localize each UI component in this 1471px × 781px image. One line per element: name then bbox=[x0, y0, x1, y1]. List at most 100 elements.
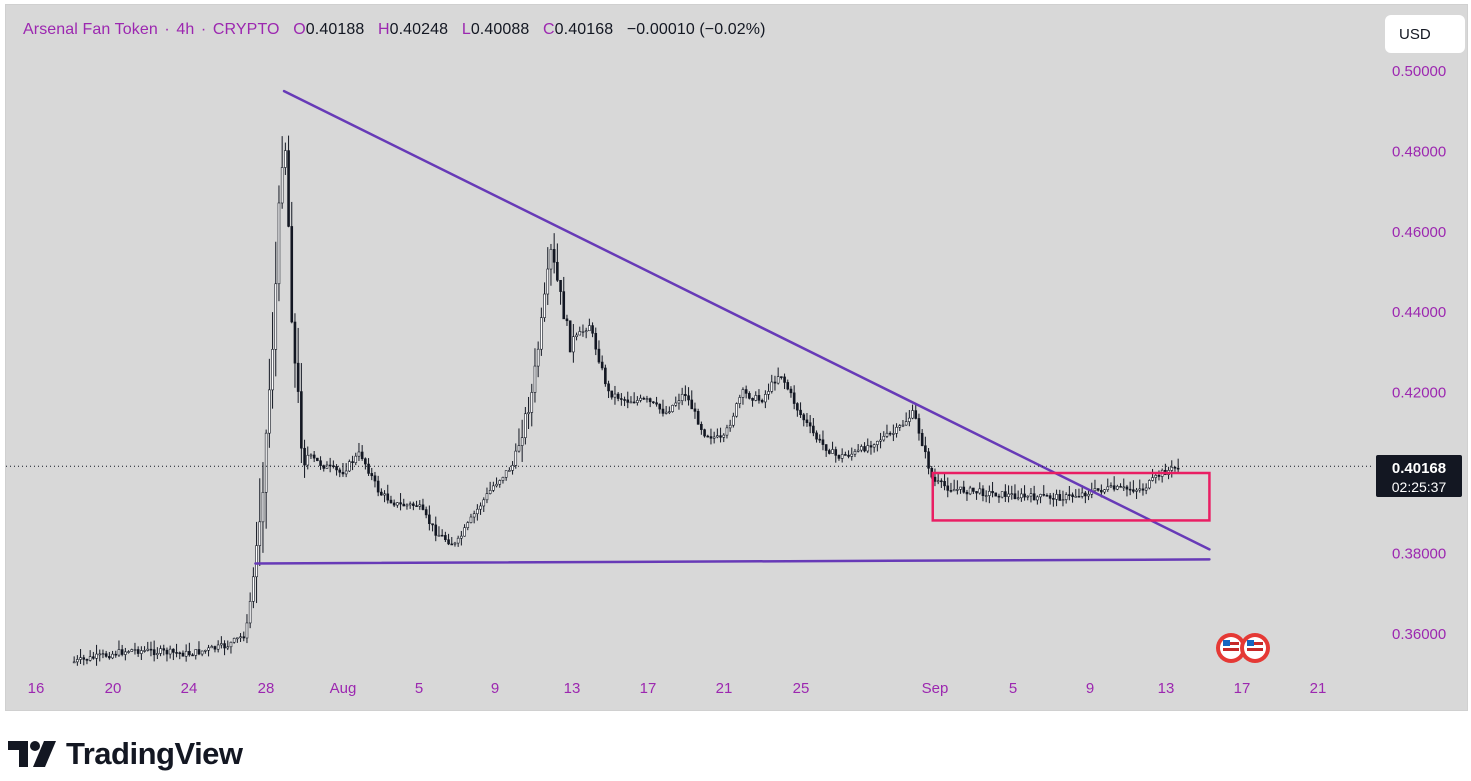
descending-resistance-line[interactable] bbox=[282, 89, 1211, 551]
candle-body bbox=[392, 502, 396, 506]
candle-body bbox=[472, 513, 476, 518]
time-tick-label: 9 bbox=[491, 680, 499, 697]
candle-body bbox=[354, 455, 358, 463]
tradingview-brand[interactable]: TradingView bbox=[8, 736, 243, 772]
legend-header: Arsenal Fan Token · 4h · CRYPTO O0.40188… bbox=[23, 21, 766, 39]
candle-body bbox=[981, 488, 985, 497]
candle-body bbox=[290, 226, 294, 323]
candle-body bbox=[232, 637, 236, 643]
candle-body bbox=[591, 325, 594, 334]
candle-body bbox=[380, 491, 383, 496]
candle-body bbox=[207, 647, 210, 651]
candle-body bbox=[626, 399, 630, 403]
candle-body bbox=[437, 534, 441, 537]
candle-body bbox=[428, 514, 431, 524]
candle-body bbox=[360, 451, 364, 460]
candle-body bbox=[156, 653, 159, 656]
consolidation-range-box[interactable] bbox=[931, 471, 1211, 522]
candle-body bbox=[600, 361, 604, 369]
time-tick-label: 20 bbox=[105, 680, 122, 697]
separator: · bbox=[164, 21, 170, 38]
candle-body bbox=[146, 648, 150, 651]
candle-body bbox=[124, 651, 127, 655]
candle-body bbox=[130, 649, 134, 652]
price-badge: 0.40168 02:25:37 bbox=[1376, 455, 1462, 497]
candle-body bbox=[213, 646, 217, 650]
candle-body bbox=[172, 648, 175, 653]
candle-body bbox=[796, 403, 799, 411]
candle-body bbox=[613, 393, 617, 398]
candle-body bbox=[831, 449, 834, 454]
candle-body bbox=[1125, 486, 1129, 490]
time-tick-label: 17 bbox=[640, 680, 657, 697]
candle-body bbox=[994, 492, 998, 497]
candle-body bbox=[1026, 495, 1030, 498]
candle-body bbox=[1042, 494, 1046, 496]
candle-body bbox=[322, 465, 326, 469]
candle-body bbox=[616, 393, 620, 399]
candle-body bbox=[815, 432, 818, 440]
candle-body bbox=[850, 453, 854, 457]
time-tick-label: Sep bbox=[922, 680, 949, 697]
candle-body bbox=[856, 449, 860, 452]
interval[interactable]: 4h bbox=[176, 21, 195, 38]
candle-body bbox=[956, 489, 959, 491]
candle-body bbox=[79, 657, 82, 660]
candle-body bbox=[805, 419, 809, 423]
candle-body bbox=[674, 402, 678, 406]
candle-body bbox=[735, 403, 738, 417]
time-tick-label: 13 bbox=[564, 680, 581, 697]
candle-body bbox=[444, 535, 447, 540]
candle-body bbox=[844, 454, 847, 456]
candle-body bbox=[876, 440, 879, 445]
us-flag-event-icon[interactable] bbox=[1216, 633, 1270, 663]
candle-body bbox=[191, 654, 194, 657]
currency-button[interactable]: USD bbox=[1385, 15, 1465, 53]
drawings-layer bbox=[254, 89, 1211, 565]
candle-body bbox=[520, 437, 524, 446]
candle-body bbox=[911, 410, 914, 419]
time-tick-label: 9 bbox=[1086, 680, 1094, 697]
candle-body bbox=[1032, 493, 1036, 501]
candle-body bbox=[188, 651, 191, 656]
candle-body bbox=[914, 410, 918, 419]
candle-body bbox=[511, 465, 514, 471]
candle-body bbox=[184, 651, 188, 657]
candle-body bbox=[706, 435, 710, 438]
candle-body bbox=[460, 535, 463, 539]
candle-body bbox=[1176, 467, 1180, 470]
chart-pane[interactable]: 0.50000 0.48000 0.46000 0.44000 0.42000 0.380… bbox=[5, 4, 1468, 711]
candle-body bbox=[888, 432, 892, 435]
candle-body bbox=[636, 400, 639, 403]
candle-body bbox=[668, 411, 671, 413]
candle-body bbox=[293, 321, 297, 364]
candle-body bbox=[476, 508, 479, 515]
candle-body bbox=[578, 331, 582, 336]
candle-body bbox=[584, 330, 588, 333]
candle-body bbox=[85, 658, 89, 661]
candle-body bbox=[594, 332, 598, 350]
candle-body bbox=[76, 659, 79, 663]
candle-body bbox=[277, 202, 281, 285]
price-axis: 0.50000 0.48000 0.46000 0.44000 0.42000 0.380… bbox=[1392, 63, 1446, 643]
candle-body bbox=[853, 451, 857, 455]
candle-body bbox=[767, 391, 770, 395]
candle-body bbox=[316, 457, 319, 462]
candle-body bbox=[236, 637, 239, 640]
low-value: 0.40088 bbox=[470, 21, 530, 38]
candle-body bbox=[373, 475, 377, 482]
candle-body bbox=[482, 499, 486, 507]
candle-body bbox=[754, 395, 758, 401]
candle-body bbox=[572, 336, 575, 353]
candle-body bbox=[556, 261, 559, 281]
symbol-name[interactable]: Arsenal Fan Token bbox=[23, 21, 158, 38]
candle-body bbox=[274, 283, 278, 350]
candle-body bbox=[463, 527, 466, 537]
candle-body bbox=[792, 392, 796, 404]
candle-body bbox=[645, 398, 649, 400]
chart-canvas[interactable]: 0.50000 0.48000 0.46000 0.44000 0.42000 0.380… bbox=[6, 5, 1467, 710]
time-tick-label: 24 bbox=[181, 680, 198, 697]
horizontal-support-line[interactable] bbox=[254, 558, 1211, 565]
candle-body bbox=[620, 398, 623, 400]
candle-body bbox=[738, 397, 742, 404]
